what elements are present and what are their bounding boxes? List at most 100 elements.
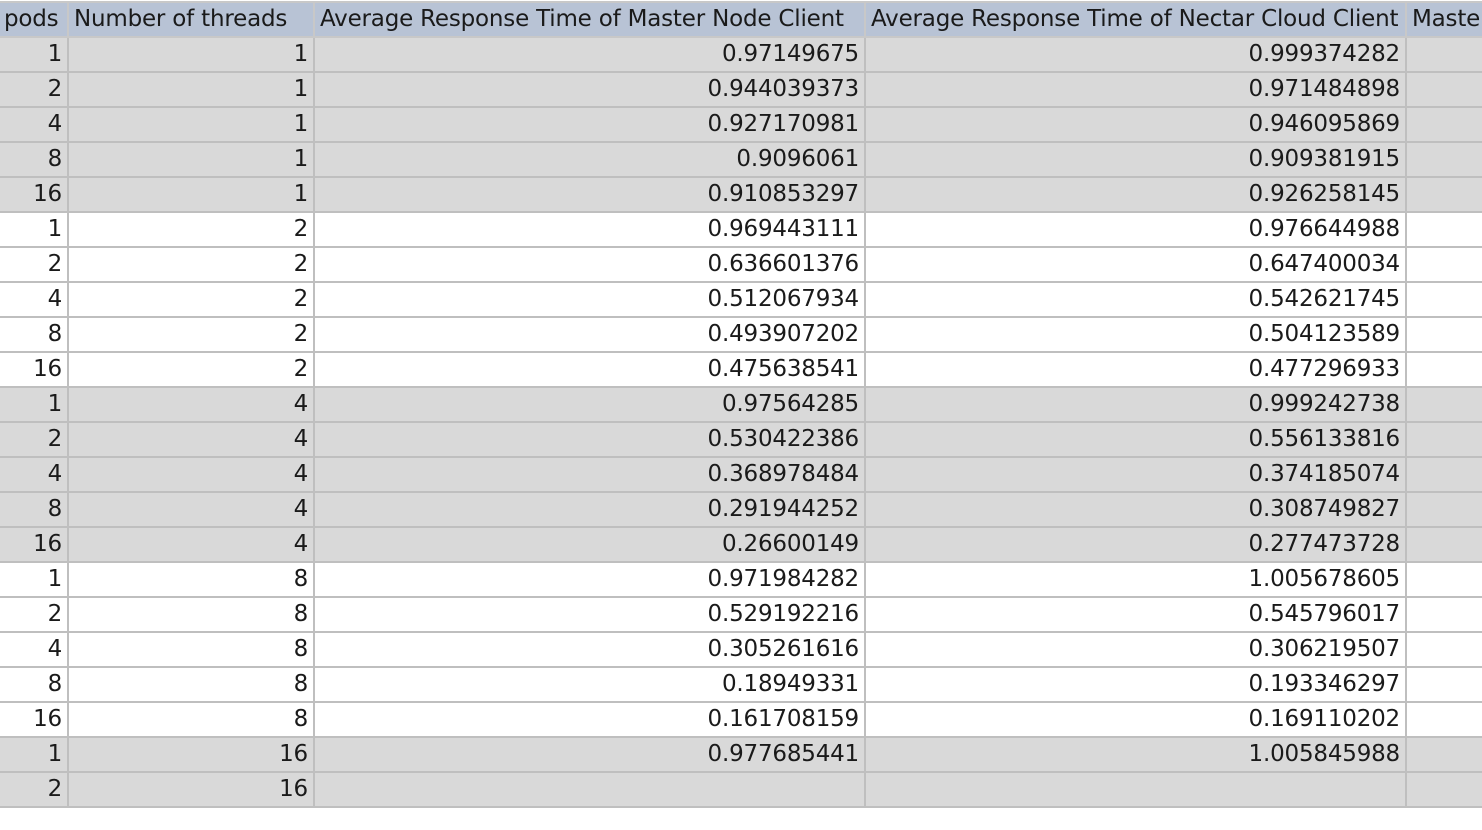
cell-pods[interactable]: 2 (0, 246, 69, 283)
cell-nectar-response[interactable]: 0.542621745 (864, 281, 1407, 318)
cell-extra[interactable] (1405, 316, 1482, 353)
cell-threads[interactable]: 1 (67, 141, 315, 178)
header-master-node-response-time[interactable]: Average Response Time of Master Node Cli… (313, 1, 866, 38)
cell-master-response[interactable]: 0.969443111 (313, 211, 866, 248)
cell-pods[interactable]: 16 (0, 176, 69, 213)
cell-pods[interactable]: 8 (0, 141, 69, 178)
cell-master-response[interactable]: 0.493907202 (313, 316, 866, 353)
cell-master-response[interactable]: 0.927170981 (313, 106, 866, 143)
cell-nectar-response[interactable]: 0.374185074 (864, 456, 1407, 493)
cell-threads[interactable]: 4 (67, 526, 315, 563)
cell-extra[interactable] (1405, 36, 1482, 73)
cell-extra[interactable] (1405, 246, 1482, 283)
cell-master-response[interactable]: 0.9096061 (313, 141, 866, 178)
cell-nectar-response[interactable]: 0.277473728 (864, 526, 1407, 563)
cell-pods[interactable]: 2 (0, 421, 69, 458)
cell-threads[interactable]: 4 (67, 456, 315, 493)
cell-pods[interactable]: 2 (0, 771, 69, 808)
cell-nectar-response[interactable] (864, 771, 1407, 808)
cell-pods[interactable]: 8 (0, 316, 69, 353)
cell-extra[interactable] (1405, 456, 1482, 493)
cell-master-response[interactable]: 0.530422386 (313, 421, 866, 458)
cell-master-response[interactable] (313, 771, 866, 808)
cell-nectar-response[interactable]: 1.005678605 (864, 561, 1407, 598)
cell-pods[interactable]: 4 (0, 456, 69, 493)
cell-nectar-response[interactable]: 0.926258145 (864, 176, 1407, 213)
cell-threads[interactable]: 1 (67, 71, 315, 108)
cell-threads[interactable]: 1 (67, 36, 315, 73)
cell-nectar-response[interactable]: 0.545796017 (864, 596, 1407, 633)
cell-master-response[interactable]: 0.305261616 (313, 631, 866, 668)
cell-pods[interactable]: 16 (0, 526, 69, 563)
cell-threads[interactable]: 4 (67, 421, 315, 458)
cell-threads[interactable]: 4 (67, 491, 315, 528)
cell-pods[interactable]: 4 (0, 631, 69, 668)
cell-pods[interactable]: 1 (0, 386, 69, 423)
cell-threads[interactable]: 2 (67, 211, 315, 248)
cell-extra[interactable] (1405, 491, 1482, 528)
cell-extra[interactable] (1405, 701, 1482, 738)
cell-nectar-response[interactable]: 0.308749827 (864, 491, 1407, 528)
cell-pods[interactable]: 8 (0, 666, 69, 703)
cell-pods[interactable]: 1 (0, 736, 69, 773)
cell-threads[interactable]: 2 (67, 281, 315, 318)
cell-extra[interactable] (1405, 771, 1482, 808)
cell-extra[interactable] (1405, 631, 1482, 668)
cell-master-response[interactable]: 0.26600149 (313, 526, 866, 563)
cell-pods[interactable]: 8 (0, 491, 69, 528)
cell-threads[interactable]: 8 (67, 596, 315, 633)
cell-extra[interactable] (1405, 351, 1482, 388)
cell-pods[interactable]: 2 (0, 71, 69, 108)
cell-extra[interactable] (1405, 141, 1482, 178)
cell-pods[interactable]: 4 (0, 281, 69, 318)
cell-nectar-response[interactable]: 0.477296933 (864, 351, 1407, 388)
cell-nectar-response[interactable]: 0.999242738 (864, 386, 1407, 423)
cell-master-response[interactable]: 0.944039373 (313, 71, 866, 108)
cell-nectar-response[interactable]: 0.193346297 (864, 666, 1407, 703)
cell-threads[interactable]: 1 (67, 106, 315, 143)
cell-extra[interactable] (1405, 71, 1482, 108)
cell-master-response[interactable]: 0.971984282 (313, 561, 866, 598)
cell-nectar-response[interactable]: 0.946095869 (864, 106, 1407, 143)
header-nectar-cloud-response-time[interactable]: Average Response Time of Nectar Cloud Cl… (864, 1, 1407, 38)
cell-nectar-response[interactable]: 1.005845988 (864, 736, 1407, 773)
cell-pods[interactable]: 1 (0, 561, 69, 598)
cell-pods[interactable]: 1 (0, 211, 69, 248)
cell-nectar-response[interactable]: 0.306219507 (864, 631, 1407, 668)
cell-master-response[interactable]: 0.97149675 (313, 36, 866, 73)
cell-nectar-response[interactable]: 0.971484898 (864, 71, 1407, 108)
cell-master-response[interactable]: 0.977685441 (313, 736, 866, 773)
cell-extra[interactable] (1405, 421, 1482, 458)
cell-nectar-response[interactable]: 0.976644988 (864, 211, 1407, 248)
cell-pods[interactable]: 16 (0, 351, 69, 388)
cell-threads[interactable]: 16 (67, 736, 315, 773)
cell-threads[interactable]: 8 (67, 666, 315, 703)
cell-master-response[interactable]: 0.368978484 (313, 456, 866, 493)
cell-extra[interactable] (1405, 596, 1482, 633)
cell-master-response[interactable]: 0.18949331 (313, 666, 866, 703)
cell-pods[interactable]: 1 (0, 36, 69, 73)
header-pods[interactable]: pods (0, 1, 69, 38)
cell-threads[interactable]: 2 (67, 351, 315, 388)
cell-threads[interactable]: 8 (67, 701, 315, 738)
cell-extra[interactable] (1405, 281, 1482, 318)
cell-extra[interactable] (1405, 561, 1482, 598)
cell-nectar-response[interactable]: 0.647400034 (864, 246, 1407, 283)
cell-extra[interactable] (1405, 386, 1482, 423)
cell-nectar-response[interactable]: 0.504123589 (864, 316, 1407, 353)
cell-master-response[interactable]: 0.475638541 (313, 351, 866, 388)
cell-nectar-response[interactable]: 0.999374282 (864, 36, 1407, 73)
cell-master-response[interactable]: 0.910853297 (313, 176, 866, 213)
header-master-truncated[interactable]: Maste (1405, 1, 1482, 38)
cell-threads[interactable]: 8 (67, 631, 315, 668)
cell-threads[interactable]: 2 (67, 316, 315, 353)
cell-master-response[interactable]: 0.161708159 (313, 701, 866, 738)
cell-master-response[interactable]: 0.512067934 (313, 281, 866, 318)
cell-extra[interactable] (1405, 736, 1482, 773)
cell-master-response[interactable]: 0.291944252 (313, 491, 866, 528)
cell-pods[interactable]: 2 (0, 596, 69, 633)
cell-nectar-response[interactable]: 0.909381915 (864, 141, 1407, 178)
cell-extra[interactable] (1405, 666, 1482, 703)
cell-threads[interactable]: 2 (67, 246, 315, 283)
cell-master-response[interactable]: 0.97564285 (313, 386, 866, 423)
